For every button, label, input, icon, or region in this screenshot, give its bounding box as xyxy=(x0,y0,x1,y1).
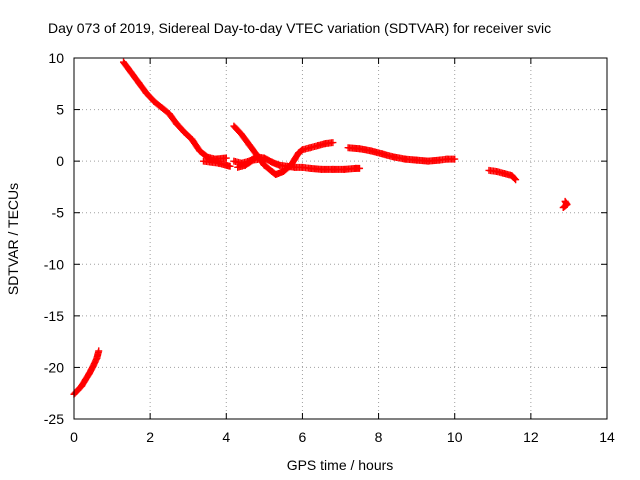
data-point xyxy=(511,175,519,183)
y-tick-label: -20 xyxy=(44,359,64,375)
plot-frame xyxy=(73,57,608,420)
data-point xyxy=(451,155,459,163)
data-points xyxy=(70,58,571,398)
x-tick-label: 4 xyxy=(222,429,230,445)
x-tick-label: 12 xyxy=(523,429,539,445)
data-point xyxy=(226,162,234,170)
y-tick-label: -25 xyxy=(44,411,64,427)
y-tick-label: -15 xyxy=(44,308,64,324)
data-point xyxy=(257,155,265,163)
x-tick-label: 14 xyxy=(599,429,615,445)
data-point xyxy=(560,203,568,211)
data-point xyxy=(222,154,230,162)
x-tick-label: 2 xyxy=(146,429,154,445)
x-tick-label: 8 xyxy=(375,429,383,445)
data-point xyxy=(559,204,567,212)
data-point xyxy=(95,347,103,355)
y-tick-label: -5 xyxy=(52,205,65,221)
y-tick-label: 5 xyxy=(56,102,64,118)
x-tick-label: 6 xyxy=(299,429,307,445)
y-tick-label: 0 xyxy=(56,153,64,169)
axis-ticks: 0 2 4 6 8 10 12 14 10 5 0 -5 -10 -15 -20 -25 xyxy=(44,50,615,445)
chart-title: Day 073 of 2019, Sidereal Day-to-day VTE… xyxy=(48,20,551,36)
y-tick-label: -10 xyxy=(44,256,64,272)
data-point xyxy=(329,139,337,147)
y-axis-label: SDTVAR / TECUs xyxy=(5,183,21,295)
x-tick-label: 10 xyxy=(447,429,463,445)
data-point xyxy=(356,164,364,172)
data-point xyxy=(512,176,520,184)
y-tick-label: 10 xyxy=(48,50,64,66)
grid-lines xyxy=(74,58,607,419)
x-tick-label: 0 xyxy=(70,429,78,445)
x-axis-label: GPS time / hours xyxy=(287,457,394,473)
